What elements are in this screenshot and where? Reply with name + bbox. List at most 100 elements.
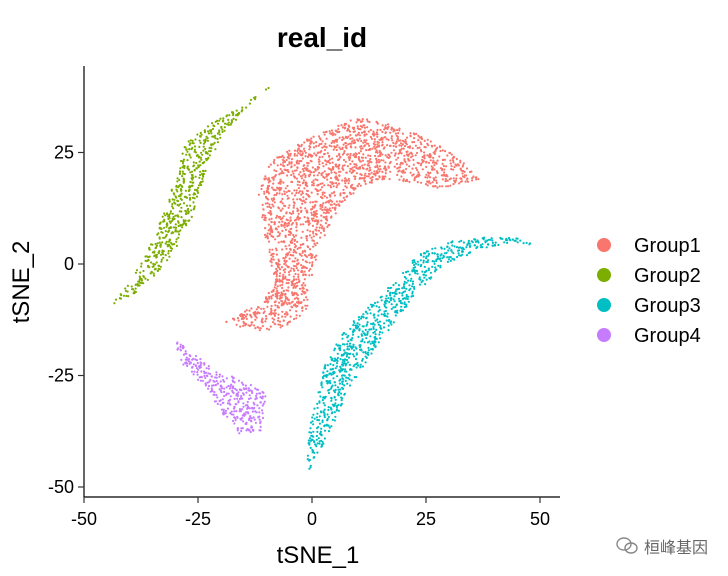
- point-group2: [197, 186, 200, 189]
- point-group3: [377, 341, 380, 344]
- point-group1: [392, 144, 395, 148]
- point-group3: [343, 393, 346, 396]
- point-group3: [395, 303, 398, 306]
- point-group1: [330, 145, 333, 148]
- point-group3: [353, 363, 356, 366]
- point-group1: [367, 164, 371, 167]
- point-group1: [306, 239, 309, 242]
- point-group3: [311, 438, 314, 441]
- point-group1: [289, 247, 292, 250]
- point-group3: [413, 270, 416, 273]
- point-group1: [264, 236, 267, 239]
- point-group1: [304, 176, 307, 179]
- point-group3: [354, 324, 357, 327]
- point-group1: [423, 151, 426, 154]
- point-group1: [303, 249, 306, 252]
- point-group3: [439, 259, 443, 263]
- point-group2: [152, 274, 156, 277]
- point-group4: [233, 397, 236, 400]
- point-group1: [427, 161, 431, 164]
- point-group2: [177, 233, 181, 236]
- point-group1: [277, 323, 280, 326]
- point-group4: [176, 348, 179, 351]
- point-group4: [204, 384, 207, 387]
- point-group1: [270, 297, 273, 300]
- point-group1: [362, 153, 365, 156]
- point-group3: [446, 245, 449, 248]
- point-group3: [361, 359, 364, 362]
- point-group1: [311, 224, 315, 227]
- point-group1: [296, 154, 299, 157]
- point-group1: [284, 277, 287, 280]
- point-group1: [290, 267, 293, 270]
- point-group3: [385, 294, 388, 297]
- point-group1: [273, 201, 276, 204]
- point-group2: [188, 188, 191, 191]
- point-group3: [323, 408, 326, 411]
- point-group2: [169, 226, 172, 229]
- point-group3: [361, 330, 364, 333]
- point-group1: [269, 260, 272, 263]
- point-group3: [309, 464, 312, 467]
- point-group4: [207, 384, 211, 388]
- point-group3: [326, 370, 329, 373]
- point-group1: [450, 168, 453, 171]
- point-group1: [420, 162, 423, 165]
- point-group4: [261, 397, 264, 400]
- point-group3: [394, 290, 397, 293]
- point-group2: [142, 269, 145, 273]
- point-group1: [409, 171, 412, 174]
- point-group1: [312, 210, 315, 213]
- point-group1: [433, 144, 436, 147]
- point-group4: [255, 388, 259, 391]
- point-group2: [190, 173, 193, 176]
- point-group3: [466, 243, 469, 246]
- point-group1: [265, 296, 268, 299]
- point-group1: [292, 201, 295, 204]
- point-group1: [369, 154, 372, 157]
- point-group3: [348, 363, 351, 366]
- point-group1: [256, 311, 260, 314]
- point-group2: [213, 135, 216, 138]
- point-group4: [221, 398, 224, 401]
- point-group1: [390, 128, 393, 131]
- point-group4: [254, 387, 257, 390]
- point-group3: [327, 406, 330, 409]
- point-group1: [367, 154, 370, 157]
- point-group1: [284, 256, 287, 259]
- point-group2: [194, 138, 197, 141]
- point-group3: [321, 376, 324, 379]
- point-group2: [199, 131, 202, 134]
- point-group1: [405, 178, 408, 181]
- point-group3: [340, 403, 343, 406]
- point-group1: [359, 160, 362, 163]
- point-group3: [402, 285, 405, 288]
- point-group3: [394, 310, 397, 313]
- point-group1: [434, 148, 437, 151]
- point-group1: [289, 216, 292, 219]
- point-group3: [411, 285, 414, 288]
- point-group1: [312, 245, 315, 248]
- point-group1: [297, 275, 300, 278]
- point-group3: [345, 355, 348, 358]
- point-group2: [208, 154, 211, 157]
- point-group1: [364, 172, 367, 175]
- point-group1: [317, 184, 320, 187]
- point-group1: [296, 247, 299, 250]
- point-group2: [158, 241, 161, 244]
- point-group1: [443, 158, 447, 161]
- point-group1: [329, 195, 332, 198]
- point-group1: [279, 279, 282, 283]
- point-group2: [211, 127, 214, 131]
- point-group1: [283, 259, 286, 263]
- point-group2: [185, 148, 188, 151]
- point-group1: [317, 189, 320, 192]
- point-group1: [436, 159, 439, 162]
- point-group1: [281, 164, 285, 167]
- point-group4: [197, 368, 200, 371]
- point-group1: [286, 168, 289, 172]
- point-group1: [278, 155, 281, 159]
- point-group1: [305, 288, 308, 291]
- point-group1: [290, 166, 293, 169]
- point-group1: [397, 166, 400, 169]
